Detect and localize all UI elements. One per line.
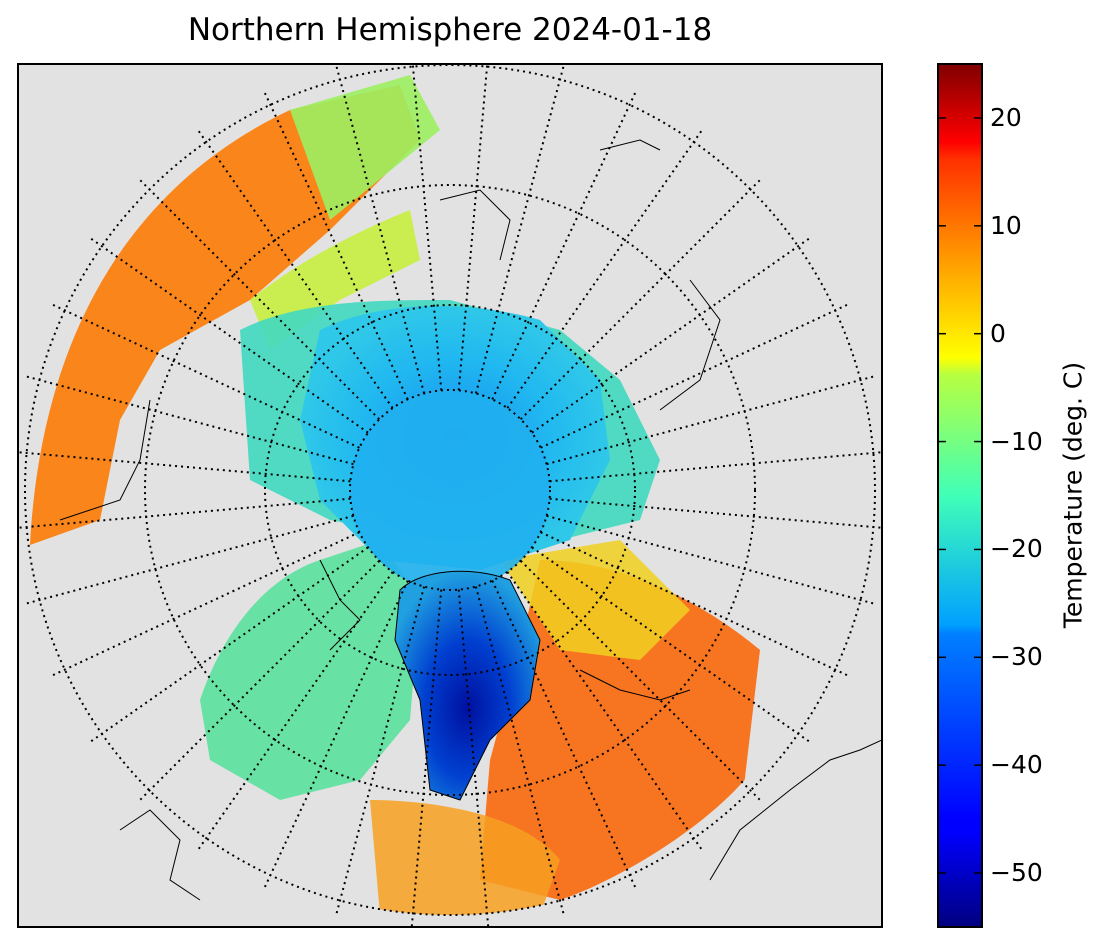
colorbar-tick-marks bbox=[938, 117, 982, 874]
meridian-line bbox=[138, 178, 380, 420]
meridian-line bbox=[474, 64, 565, 394]
meridian-line bbox=[506, 128, 704, 409]
meridian-line bbox=[549, 497, 882, 529]
meridian-line bbox=[531, 236, 812, 434]
meridian-line bbox=[520, 178, 762, 420]
meridian-line bbox=[335, 586, 426, 916]
colorbar-tick-label: −10 bbox=[990, 426, 1043, 456]
graticule-latitude-circles bbox=[24, 64, 876, 916]
warm-ocean-region bbox=[30, 85, 420, 545]
colorbar-tick-label: −30 bbox=[990, 642, 1043, 672]
transition-region-2 bbox=[290, 75, 440, 220]
meridian-line bbox=[335, 64, 426, 394]
meridian-line bbox=[263, 90, 409, 400]
pole-data-circle bbox=[350, 390, 550, 590]
meridian-line bbox=[88, 236, 369, 434]
meridian-line bbox=[457, 589, 490, 927]
meridian-line bbox=[474, 586, 565, 916]
coastlines bbox=[59, 139, 882, 901]
meridian-line bbox=[18, 451, 351, 483]
colorbar-label: Temperature (deg. C) bbox=[1058, 361, 1088, 629]
colorbar-tick-label: −50 bbox=[990, 858, 1043, 888]
colorbar-tick-label: −40 bbox=[990, 750, 1043, 780]
meridian-line bbox=[196, 571, 394, 852]
map-frame bbox=[17, 63, 883, 928]
meridian-line bbox=[531, 546, 812, 744]
meridian-line bbox=[540, 531, 850, 677]
colorbar-tick-label: 0 bbox=[990, 318, 1006, 348]
meridian-line bbox=[457, 64, 489, 391]
meridian-line bbox=[18, 497, 351, 529]
meridian-line bbox=[520, 560, 762, 802]
meridian-line bbox=[546, 375, 876, 466]
meridian-line bbox=[50, 303, 360, 449]
meridian-line bbox=[540, 303, 850, 449]
map-title: Northern Hemisphere 2024-01-18 bbox=[187, 12, 713, 48]
meridian-line bbox=[491, 580, 637, 890]
meridian-line bbox=[24, 375, 354, 466]
graticule-meridians bbox=[18, 64, 882, 927]
meridian-line bbox=[491, 90, 637, 400]
meridian-line bbox=[546, 514, 876, 605]
meridian-line bbox=[50, 531, 360, 677]
meridian-line bbox=[411, 64, 443, 391]
meridian-line bbox=[24, 514, 354, 605]
warm-region-2 bbox=[480, 560, 760, 900]
colorbar-tick-label: −20 bbox=[990, 534, 1043, 564]
cool-region-canada bbox=[200, 540, 420, 800]
meridian-line bbox=[88, 546, 369, 744]
colorbar-tick-label: 10 bbox=[990, 210, 1022, 240]
colorbar-tick-label: 20 bbox=[990, 102, 1022, 132]
meridian-line bbox=[263, 580, 409, 890]
meridian-line bbox=[138, 560, 380, 802]
meridian-line bbox=[196, 128, 394, 409]
colorbar bbox=[937, 63, 983, 928]
warm-region-3 bbox=[370, 800, 560, 915]
transition-region-3 bbox=[500, 540, 690, 660]
meridian-line bbox=[506, 571, 704, 852]
meridian-line bbox=[549, 451, 882, 483]
